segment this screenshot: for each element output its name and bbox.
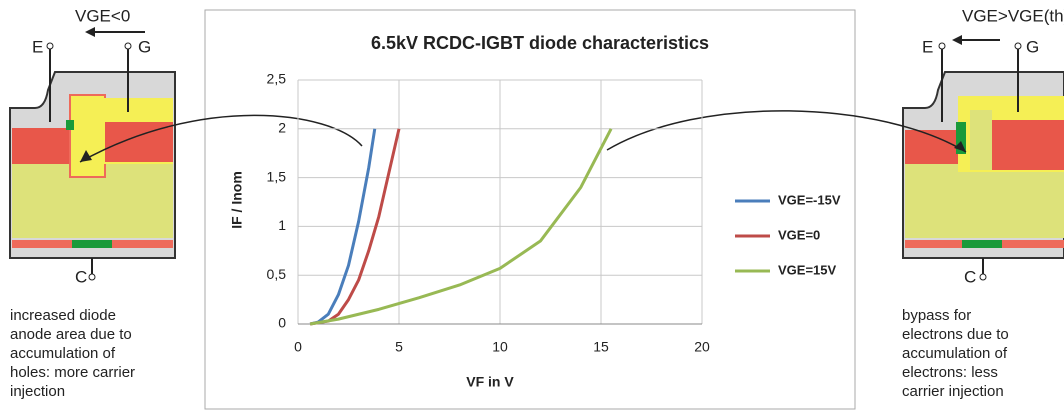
y-tick-label: 0,5	[267, 266, 287, 282]
y-tick-label: 1,5	[267, 168, 287, 184]
left-diagram	[9, 27, 176, 281]
legend-label: VGE=15V	[778, 262, 837, 277]
arrowhead	[80, 150, 92, 162]
x-tick-label: 10	[492, 339, 508, 355]
arrowhead	[954, 141, 966, 152]
right-condition: VGE>VGE(th)	[962, 6, 1064, 25]
y-tick-label: 1	[278, 217, 286, 233]
legend-label: VGE=0	[778, 227, 820, 242]
caption-line: accumulation of	[10, 345, 116, 362]
x-axis-label: VF in V	[466, 374, 514, 390]
y-tick-label: 0	[278, 315, 286, 331]
caption-line: holes: more carrier	[10, 364, 135, 381]
left-condition: VGE<0	[75, 6, 130, 25]
left-collector: C	[75, 267, 87, 286]
right-gate: G	[1026, 37, 1039, 56]
x-tick-label: 15	[593, 339, 609, 355]
caption-line: accumulation of	[902, 345, 1008, 362]
y-tick-label: 2	[278, 120, 286, 136]
series-line	[309, 128, 377, 326]
caption-line: increased diode	[10, 307, 116, 324]
y-axis-label: IF / Inom	[229, 171, 245, 229]
caption-line: injection	[10, 383, 65, 400]
legend-label: VGE=-15V	[778, 192, 841, 207]
caption-line: carrier injection	[902, 383, 1004, 400]
chart-title: 6.5kV RCDC-IGBT diode characteristics	[371, 33, 709, 53]
left-emitter: E	[32, 37, 43, 56]
right-collector: C	[964, 267, 976, 286]
arrow	[606, 110, 967, 153]
caption-line: electrons: less	[902, 364, 998, 381]
x-tick-label: 0	[294, 339, 302, 355]
caption-line: electrons due to	[902, 326, 1009, 343]
right-diagram	[902, 35, 1064, 281]
caption-line: bypass for	[902, 307, 971, 324]
chart-panel	[204, 9, 856, 410]
x-tick-label: 5	[395, 339, 403, 355]
x-tick-label: 20	[694, 339, 710, 355]
left-gate: G	[138, 37, 151, 56]
arrow	[79, 114, 363, 163]
caption-line: anode area due to	[10, 326, 132, 343]
y-tick-label: 2,5	[267, 71, 287, 87]
right-emitter: E	[922, 37, 933, 56]
series-line	[309, 128, 613, 326]
